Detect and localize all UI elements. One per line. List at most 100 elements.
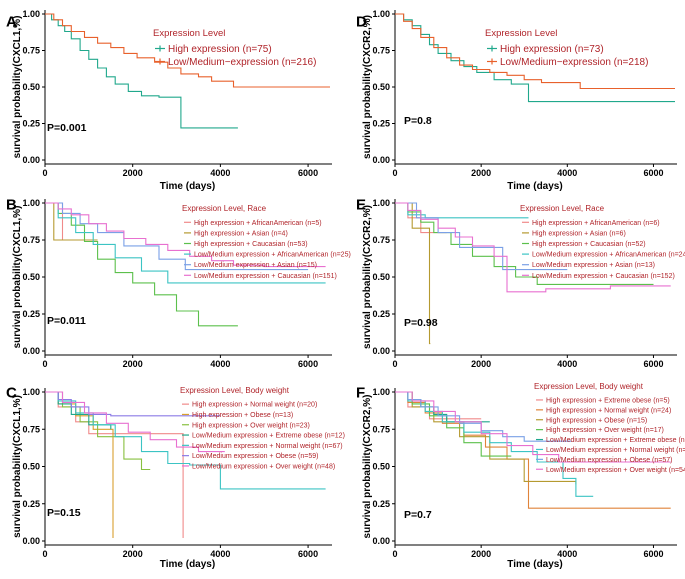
panel-letter: E <box>356 196 366 213</box>
y-tick-label: 0.00 <box>22 346 40 356</box>
legend-title: Expression Level, Race <box>520 204 605 213</box>
y-tick-label: 0.50 <box>372 462 390 472</box>
legend-label-3: High expression + Caucasian (n=53) <box>194 241 308 248</box>
x-axis-title: Time (days) <box>507 181 562 192</box>
legend-title: Expression Level, Race <box>182 204 267 213</box>
series-line-3 <box>395 391 577 485</box>
series-line-7 <box>395 391 572 442</box>
panel-D: D 0.00 0.25 0.50 0.75 1.00 0 2000 4000 6000 Time (… <box>356 9 677 192</box>
panel-F: F 0.00 0.25 0.50 0.75 1.00 0 2000 4000 6000 Time (… <box>356 382 685 570</box>
y-axis-title: survival probability(CXCL1,%) <box>12 16 23 159</box>
legend-label-6: Low/Medium expression + Obese (n=59) <box>192 453 318 460</box>
y-tick-label: 0.00 <box>372 155 390 165</box>
series-line-6 <box>395 202 671 293</box>
y-tick-label: 0.00 <box>372 346 390 356</box>
x-tick-label: 2000 <box>471 359 491 369</box>
x-tick-label: 0 <box>392 549 397 559</box>
p-value: P=0.001 <box>47 122 87 134</box>
y-tick-label: 0.25 <box>372 309 390 319</box>
legend-label-8: Low/Medium expression + Over weight (n=5… <box>546 467 685 474</box>
series-line-4 <box>45 391 112 430</box>
y-tick-label: 0.75 <box>372 46 390 56</box>
x-tick-label: 4000 <box>557 359 577 369</box>
panel-letter: B <box>6 196 17 213</box>
legend-label-7: Low/Medium expression + Over weight (n=4… <box>192 463 335 470</box>
series-line-4 <box>395 391 512 457</box>
y-tick-label: 0.25 <box>372 499 390 509</box>
legend-label-6: Low/Medium expression + Normal weight (n… <box>546 447 685 454</box>
legend-label-1: High expression + AfricanAmerican (n=5) <box>194 220 322 227</box>
legend-label-1: High expression + Extreme obese (n=5) <box>546 397 670 404</box>
legend: Expression Level, Body weight High expres… <box>534 382 685 474</box>
legend-label-5: Low/Medium expression + Asian (n=15) <box>194 262 317 269</box>
y-tick-label: 0.25 <box>372 119 390 129</box>
y-tick-label: 1.00 <box>22 198 40 208</box>
legend-label-7: Low/Medium expression + Obese (n=57) <box>546 457 672 464</box>
x-tick-label: 4000 <box>210 359 230 369</box>
x-tick-label: 6000 <box>643 168 663 178</box>
panel-C: C 0.00 0.25 0.50 0.75 1.00 0 2000 4000 6000 Time (… <box>6 384 345 570</box>
series-line-3 <box>45 202 238 327</box>
y-axis-title: survival probability(CXCR2,%) <box>362 205 373 349</box>
series-line-6 <box>395 391 594 497</box>
y-tick-label: 0.00 <box>22 155 40 165</box>
y-tick-label: 0.50 <box>372 272 390 282</box>
legend-label-5: Low/Medium expression + Asian (n=13) <box>532 262 655 269</box>
legend-label-1: High expression (n=75) <box>168 44 272 55</box>
legend-label-4: High expression + Over weight (n=17) <box>546 427 664 434</box>
x-tick-label: 4000 <box>210 549 230 559</box>
legend: Expression Level High expression (n=73) Lo… <box>485 28 648 68</box>
legend-label-1: High expression + AfricanAmerican (n=6) <box>532 220 660 227</box>
series-line-6 <box>45 202 326 268</box>
y-tick-label: 0.00 <box>372 536 390 546</box>
x-axis-title: Time (days) <box>160 181 215 192</box>
x-tick-label: 4000 <box>557 549 577 559</box>
panel-E: E 0.00 0.25 0.50 0.75 1.00 0 2000 4000 6000 surviv… <box>356 196 685 369</box>
y-tick-label: 0.25 <box>22 499 40 509</box>
series-line-1 <box>395 13 675 103</box>
x-tick-label: 2000 <box>471 168 491 178</box>
x-tick-label: 4000 <box>210 168 230 178</box>
series-line-2 <box>395 13 675 90</box>
series-line-8 <box>395 391 671 463</box>
legend-title: Expression Level, Body weight <box>180 386 290 395</box>
y-tick-label: 1.00 <box>22 9 40 19</box>
y-tick-label: 0.50 <box>22 272 40 282</box>
y-axis-title: survival probability(CXCR2,%) <box>362 15 373 159</box>
legend: Expression Level, Race High expression + … <box>182 204 351 280</box>
y-tick-label: 0.00 <box>22 536 40 546</box>
panel-A: A 0.00 0.25 0.50 0.75 1.00 0 2000 4000 6000 Time (… <box>6 9 332 192</box>
legend-label-2: High expression + Asian (n=4) <box>194 230 288 237</box>
p-value: P=0.7 <box>404 509 432 521</box>
y-tick-label: 1.00 <box>22 387 40 397</box>
p-value: P=0.98 <box>404 317 438 329</box>
x-tick-label: 2000 <box>123 168 143 178</box>
series-line-5 <box>45 391 326 490</box>
x-axis-title: Time (days) <box>160 559 215 570</box>
x-tick-label: 6000 <box>298 168 318 178</box>
legend-label-2: High expression + Normal weight (n=24) <box>546 407 671 414</box>
series-line-5 <box>45 202 309 271</box>
legend-label-2: High expression + Asian (n=6) <box>532 230 626 237</box>
y-tick-label: 1.00 <box>372 9 390 19</box>
x-tick-label: 0 <box>42 549 47 559</box>
legend-label-6: Low/Medium expression + Caucasian (n=151… <box>194 273 337 280</box>
x-tick-label: 0 <box>392 168 397 178</box>
panel-letter: A <box>6 13 17 30</box>
legend-label-4: Low/Medium expression + Extreme obese (n… <box>192 433 345 440</box>
x-axis-title: Time (days) <box>507 559 562 570</box>
legend-label-6: Low/Medium expression + Caucasian (n=152… <box>532 273 675 280</box>
legend-label-2: Low/Medium−expression (n=216) <box>168 57 316 68</box>
x-tick-label: 6000 <box>298 549 318 559</box>
y-tick-label: 0.50 <box>372 82 390 92</box>
series-line-2 <box>45 13 330 88</box>
legend: Expression Level, Race High expression + … <box>520 204 685 280</box>
x-tick-label: 4000 <box>557 168 577 178</box>
y-tick-label: 0.75 <box>372 235 390 245</box>
p-value: P=0.15 <box>47 507 81 519</box>
legend-label-1: High expression (n=73) <box>500 44 604 55</box>
y-tick-label: 0.25 <box>22 119 40 129</box>
x-tick-label: 6000 <box>643 359 663 369</box>
panel-letter: D <box>356 13 367 30</box>
p-value: P=0.011 <box>47 315 86 327</box>
